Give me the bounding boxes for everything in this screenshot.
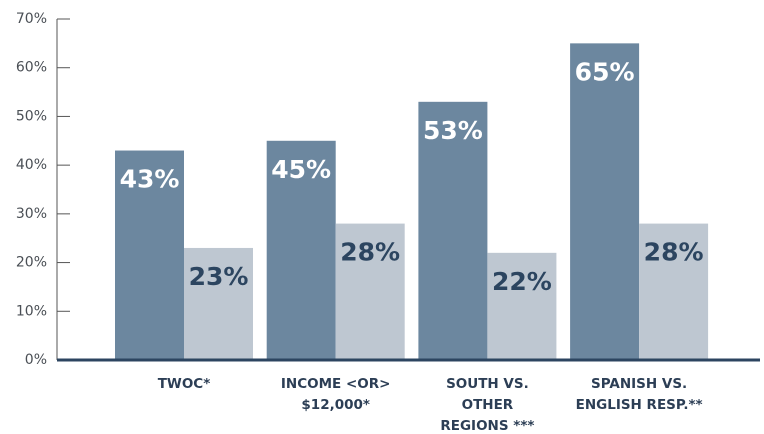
bar (639, 223, 709, 360)
y-tick-label: 60% (16, 60, 47, 76)
value-label: 28% (644, 238, 704, 267)
y-tick-label: 10% (16, 303, 47, 319)
bar (570, 43, 640, 360)
y-tick-label: 40% (16, 157, 47, 173)
bar (487, 252, 557, 360)
y-tick-label: 50% (16, 108, 47, 124)
bar (266, 140, 336, 360)
x-tick-label: SOUTH VS. OTHER REGIONS *** (440, 376, 534, 434)
value-label: 43% (120, 165, 180, 194)
value-label: 53% (423, 116, 483, 145)
value-label: 45% (271, 155, 331, 184)
x-tick-label: SPANISH VS. ENGLISH RESP.** (576, 376, 703, 413)
x-tick-label: TWOC* (158, 376, 211, 392)
value-label: 22% (492, 267, 552, 296)
bar (115, 150, 184, 360)
y-tick-label: 70% (16, 11, 47, 27)
y-tick-label: 30% (16, 206, 47, 222)
value-label: 65% (575, 57, 635, 86)
y-tick-label: 0% (25, 352, 47, 368)
bar (184, 247, 253, 360)
bar (335, 223, 405, 360)
x-tick-label: INCOME <OR> $12,000* (281, 376, 391, 413)
bar (418, 101, 488, 361)
value-label: 23% (189, 262, 249, 291)
value-label: 28% (340, 238, 400, 267)
y-tick-label: 20% (16, 255, 47, 271)
